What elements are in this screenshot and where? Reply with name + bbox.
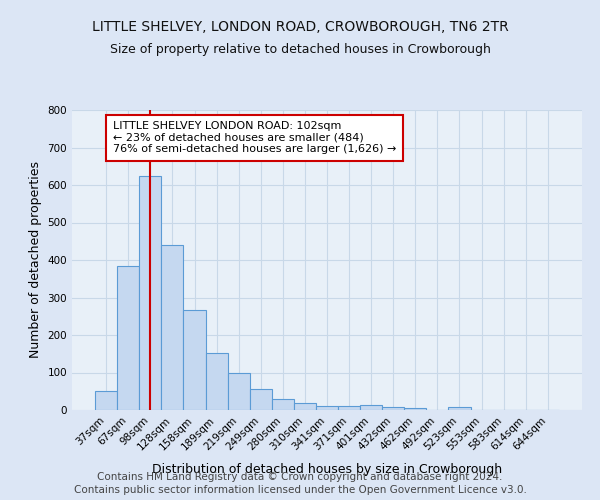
- Bar: [294, 402, 316, 410]
- Bar: [360, 405, 382, 410]
- Y-axis label: Number of detached properties: Number of detached properties: [29, 162, 42, 358]
- Bar: [272, 399, 294, 410]
- X-axis label: Distribution of detached houses by size in Crowborough: Distribution of detached houses by size …: [152, 463, 502, 476]
- Bar: [316, 406, 338, 410]
- Text: Size of property relative to detached houses in Crowborough: Size of property relative to detached ho…: [110, 42, 490, 56]
- Text: LITTLE SHELVEY, LONDON ROAD, CROWBOROUGH, TN6 2TR: LITTLE SHELVEY, LONDON ROAD, CROWBOROUGH…: [92, 20, 508, 34]
- Bar: [382, 407, 404, 410]
- Bar: [227, 373, 250, 410]
- Bar: [139, 176, 161, 410]
- Text: Contains public sector information licensed under the Open Government Licence v3: Contains public sector information licen…: [74, 485, 526, 495]
- Text: Contains HM Land Registry data © Crown copyright and database right 2024.: Contains HM Land Registry data © Crown c…: [97, 472, 503, 482]
- Bar: [184, 310, 206, 410]
- Bar: [338, 406, 360, 410]
- Bar: [448, 407, 470, 410]
- Bar: [95, 391, 117, 410]
- Bar: [250, 390, 272, 410]
- Bar: [404, 408, 427, 410]
- Text: LITTLE SHELVEY LONDON ROAD: 102sqm
← 23% of detached houses are smaller (484)
76: LITTLE SHELVEY LONDON ROAD: 102sqm ← 23%…: [113, 121, 396, 154]
- Bar: [161, 245, 184, 410]
- Bar: [206, 352, 227, 410]
- Bar: [117, 266, 139, 410]
